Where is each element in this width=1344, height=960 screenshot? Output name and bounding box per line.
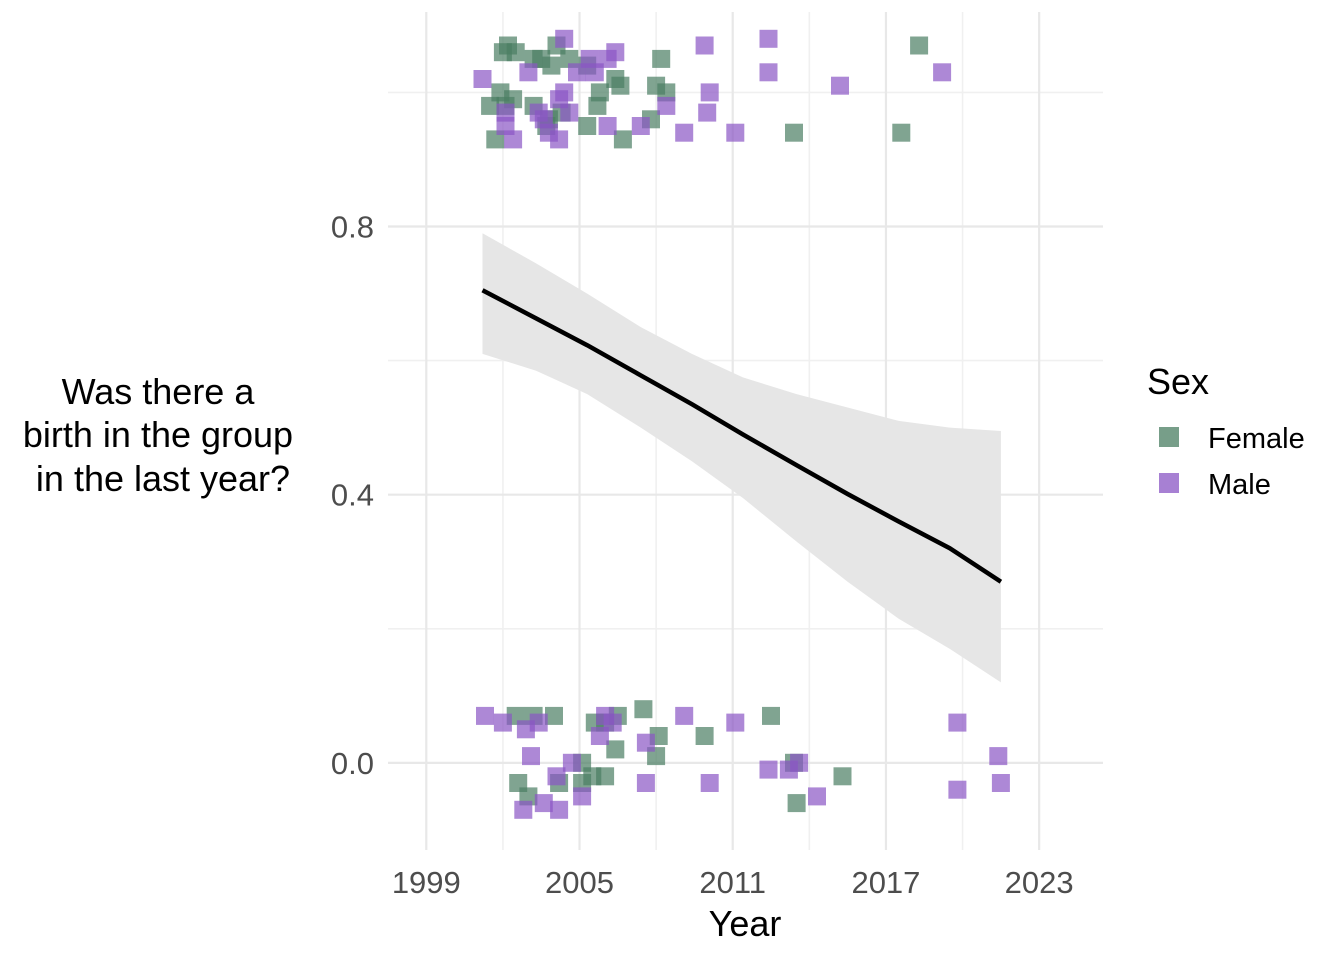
data-point-female <box>785 123 803 142</box>
y-axis-title-line-1: Was there a <box>62 371 256 412</box>
data-point-male <box>726 713 745 732</box>
confidence-band-area <box>482 233 1001 683</box>
data-point-female <box>892 123 911 142</box>
data-point-male <box>657 96 676 115</box>
x-tick-label: 2017 <box>851 865 920 900</box>
data-point-female <box>787 794 806 813</box>
data-point-female <box>910 36 929 55</box>
y-tick-label: 0.8 <box>331 210 374 245</box>
data-point-male <box>590 727 609 745</box>
data-point-male <box>759 760 778 779</box>
y-axis-ticks: 0.0 0.4 0.8 <box>331 210 374 781</box>
legend-label-female: Female <box>1208 423 1305 455</box>
x-axis-ticks: 1999 2005 2011 2017 2023 <box>392 865 1074 900</box>
data-point-female <box>634 700 653 719</box>
data-point-male <box>555 83 574 102</box>
y-tick-label: 0.4 <box>331 478 374 513</box>
data-point-male <box>948 780 967 799</box>
legend-swatch-male <box>1159 473 1179 493</box>
data-point-male <box>560 103 579 122</box>
y-axis-title: Was there a birth in the group in the la… <box>23 371 303 499</box>
data-point-female <box>506 43 525 62</box>
data-point-male <box>514 800 533 819</box>
data-point-male <box>989 747 1008 766</box>
legend-title: Sex <box>1147 361 1209 402</box>
x-tick-label: 2011 <box>699 865 766 900</box>
data-point-male <box>555 29 574 48</box>
scatter-points <box>473 29 1010 819</box>
data-point-female <box>695 727 714 745</box>
data-point-male <box>698 103 717 122</box>
data-point-female <box>578 117 597 135</box>
data-point-male <box>808 787 826 806</box>
data-point-male <box>534 110 553 129</box>
data-point-male <box>726 123 745 142</box>
data-point-male <box>759 63 778 82</box>
data-point-male <box>529 713 548 732</box>
trend-line-path <box>481 288 1003 584</box>
data-point-male <box>550 800 569 819</box>
data-point-male <box>700 774 719 792</box>
x-tick-label: 2005 <box>545 865 614 900</box>
data-point-female <box>762 706 780 725</box>
data-point-male <box>519 63 538 82</box>
x-axis-title: Year <box>709 903 782 944</box>
trend-line <box>481 288 1003 584</box>
data-point-male <box>790 753 809 772</box>
data-point-female <box>606 70 625 88</box>
data-point-male <box>636 733 655 752</box>
data-point-male <box>534 794 553 813</box>
data-point-male <box>675 123 694 142</box>
data-point-female <box>652 49 671 68</box>
y-axis-title-line-3: in the last year? <box>36 458 290 499</box>
data-point-male <box>991 774 1010 792</box>
x-tick-label: 2023 <box>1005 865 1074 900</box>
data-point-male <box>606 43 625 62</box>
data-point-male <box>598 117 617 135</box>
data-point-female <box>833 767 852 786</box>
data-point-male <box>504 130 523 149</box>
y-tick-label: 0.0 <box>331 746 374 781</box>
data-point-male <box>831 76 849 95</box>
data-point-male <box>700 83 719 102</box>
data-point-male <box>562 753 581 772</box>
legend: Sex Female Male <box>1147 361 1305 501</box>
data-point-male <box>759 29 778 48</box>
x-tick-label: 1999 <box>392 865 461 900</box>
data-point-female <box>545 706 563 725</box>
legend-swatch-female <box>1159 427 1179 447</box>
data-point-male <box>473 70 492 88</box>
data-point-female <box>491 83 510 102</box>
data-point-male <box>493 713 512 732</box>
data-point-male <box>636 774 655 792</box>
data-point-male <box>631 117 650 135</box>
data-point-male <box>695 36 714 55</box>
data-point-female <box>613 130 632 149</box>
data-point-male <box>550 130 569 149</box>
legend-label-male: Male <box>1208 469 1271 501</box>
data-point-female <box>606 740 625 759</box>
data-point-male <box>496 103 515 122</box>
data-point-male <box>675 706 694 725</box>
y-axis-title-line-2: birth in the group <box>23 414 293 455</box>
data-point-male <box>547 767 566 786</box>
data-point-male <box>933 63 952 82</box>
data-point-female <box>596 767 615 786</box>
data-point-male <box>476 706 494 725</box>
data-point-male <box>948 713 967 732</box>
data-point-female <box>588 96 607 115</box>
confidence-band <box>482 233 1001 683</box>
data-point-male <box>573 787 592 806</box>
data-point-male <box>522 747 540 766</box>
